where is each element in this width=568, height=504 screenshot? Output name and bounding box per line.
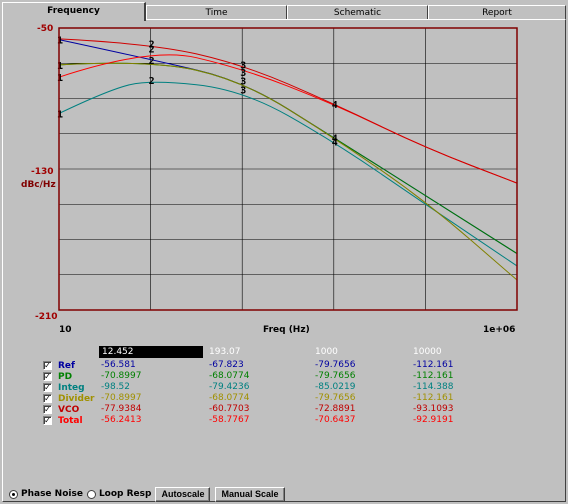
table-value-cell: -68.0774 xyxy=(209,371,250,381)
curve-marker: 2 xyxy=(149,40,155,51)
y-tick-label-bottom: -210 xyxy=(35,312,58,322)
series-checkbox[interactable]: ✓ xyxy=(43,383,52,392)
autoscale-button[interactable]: Autoscale xyxy=(155,486,211,502)
table-value-cell: -92.9191 xyxy=(413,415,454,425)
table-value-cell: -112.161 xyxy=(413,360,454,370)
legend-row-divider: ✓ Divider xyxy=(43,393,98,404)
table-value-cell: -72.8891 xyxy=(315,404,356,414)
curve-marker: 4 xyxy=(332,134,338,145)
curve-marker: 2 xyxy=(149,56,155,67)
tab-time[interactable]: Time xyxy=(146,5,287,20)
curve-marker: 4 xyxy=(332,138,338,149)
table-value-cell: -79.7656 xyxy=(315,360,356,370)
series-checkbox[interactable]: ✓ xyxy=(43,416,52,425)
curve-marker: 1 xyxy=(57,61,63,72)
table-header-cell[interactable]: 12.452 xyxy=(99,346,203,358)
series-line-total xyxy=(58,38,518,184)
series-name: Ref xyxy=(58,360,75,371)
legend-row-total: ✓ Total xyxy=(43,415,98,426)
table-value-cell: -85.0219 xyxy=(315,382,356,392)
series-name: Total xyxy=(58,415,83,426)
y-tick-label-mid: -130 xyxy=(31,167,54,177)
y-tick-label-top: -50 xyxy=(37,24,54,34)
curve-marker: 2 xyxy=(149,44,155,55)
table-value-cell: -98.52 xyxy=(101,382,131,392)
table-value-cell: -79.4236 xyxy=(209,382,250,392)
series-name: Integ xyxy=(58,382,85,393)
curve-marker: 3 xyxy=(240,86,246,97)
table-value-cell: -60.7703 xyxy=(209,404,250,414)
tab-bar: Frequency Time Schematic Report xyxy=(2,2,566,21)
curve-marker: 2 xyxy=(149,76,155,87)
series-checkbox[interactable]: ✓ xyxy=(43,405,52,414)
tab-schematic[interactable]: Schematic xyxy=(287,5,428,20)
table-value-cell: -79.7656 xyxy=(315,393,356,403)
series-checkbox[interactable]: ✓ xyxy=(43,372,52,381)
series-name: PD xyxy=(58,371,73,382)
table-value-cell: -112.161 xyxy=(413,393,454,403)
x-tick-label-right: 1e+06 xyxy=(483,325,516,335)
table-header-cell[interactable]: 193.07 xyxy=(209,347,241,357)
table-value-cell: -114.388 xyxy=(413,382,454,392)
series-line-divider xyxy=(58,62,518,281)
table-value-cell: -79.7656 xyxy=(315,371,356,381)
table-value-cell: -70.8997 xyxy=(101,393,142,403)
table-value-cell: -67.823 xyxy=(209,360,244,370)
loop-resp-radio[interactable] xyxy=(86,489,96,499)
curve-marker: 1 xyxy=(57,109,63,120)
table-value-cell: -58.7767 xyxy=(209,415,250,425)
curve-marker: 1 xyxy=(57,73,63,84)
x-axis-label: Freq (Hz) xyxy=(263,325,310,335)
legend-row-ref: ✓ Ref xyxy=(43,360,98,371)
curve-marker: 4 xyxy=(332,100,338,111)
series-checkbox[interactable]: ✓ xyxy=(43,394,52,403)
table-header-cell[interactable]: 10000 xyxy=(413,347,442,357)
table-value-cell: -70.8997 xyxy=(101,371,142,381)
table-value-cell: -56.581 xyxy=(101,360,136,370)
series-name: VCO xyxy=(58,404,80,415)
curve-marker: 3 xyxy=(240,77,246,88)
bottom-controls: Phase Noise Loop Resp Autoscale Manual S… xyxy=(3,486,290,502)
legend-row-integ: ✓ Integ xyxy=(43,382,98,393)
series-line-integ xyxy=(58,81,518,267)
tab-report[interactable]: Report xyxy=(428,5,566,20)
legend-row-pd: ✓ PD xyxy=(43,371,98,382)
table-value-cell: -93.1093 xyxy=(413,404,454,414)
x-tick-label-left: 10 xyxy=(59,325,72,335)
manual-scale-button[interactable]: Manual Scale xyxy=(215,486,285,502)
series-checkbox[interactable]: ✓ xyxy=(43,361,52,370)
table-value-cell: -68.0774 xyxy=(209,393,250,403)
loop-resp-label: Loop Resp xyxy=(98,489,152,499)
curve-marker: 3 xyxy=(240,68,246,79)
table-value-cell: -112.161 xyxy=(413,371,454,381)
plot-frame xyxy=(58,27,518,311)
tab-frequency[interactable]: Frequency xyxy=(2,2,146,21)
legend-row-vco: ✓ VCO xyxy=(43,404,98,415)
series-name: Divider xyxy=(58,393,95,404)
table-value-cell: -70.6437 xyxy=(315,415,356,425)
phase-noise-label: Phase Noise xyxy=(21,489,83,499)
curve-marker: 3 xyxy=(240,60,246,71)
phase-noise-radio[interactable] xyxy=(9,489,18,499)
table-value-cell: -56.2413 xyxy=(101,415,142,425)
table-header-cell[interactable]: 1000 xyxy=(315,347,338,357)
y-axis-unit-label: dBc/Hz xyxy=(21,180,56,190)
table-value-cell: -77.9384 xyxy=(101,404,142,414)
curve-marker: 1 xyxy=(57,36,63,47)
